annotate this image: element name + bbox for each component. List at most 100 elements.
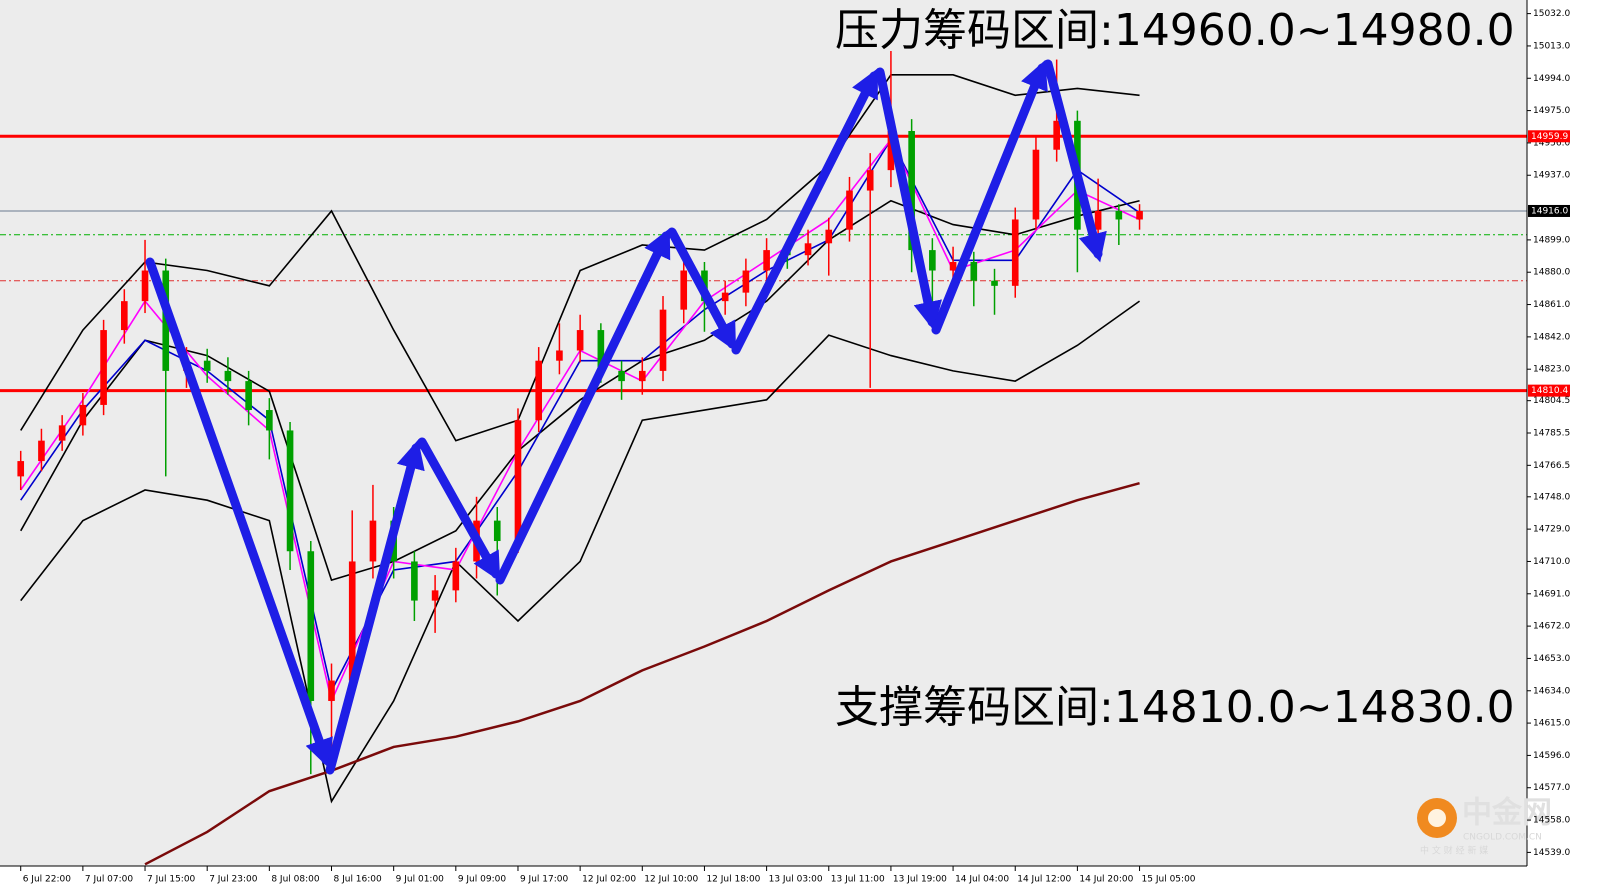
candle-body [680, 270, 688, 310]
x-tick-label: 8 Jul 08:00 [271, 875, 320, 885]
candle-body [514, 420, 522, 542]
candle-body [825, 229, 833, 244]
y-tick-label: 14710.0 [1533, 557, 1570, 567]
x-tick-label: 13 Jul 11:00 [831, 875, 885, 885]
candle-body [1115, 210, 1123, 220]
candle-body [970, 262, 978, 281]
candle-body [763, 250, 770, 271]
candle-body [535, 360, 543, 421]
indicator-line [144, 481, 1140, 866]
y-tick-label: 14937.0 [1533, 171, 1570, 181]
arrow [875, 67, 942, 331]
y-tick-label: 14823.0 [1533, 365, 1570, 375]
candle-body [804, 243, 812, 256]
x-tick-label: 14 Jul 12:00 [1017, 875, 1071, 885]
y-tick-label: 14899.0 [1533, 235, 1570, 245]
price-label-box [1528, 130, 1570, 143]
candle-body [1011, 219, 1019, 286]
price-label: 14810.4 [1531, 386, 1568, 396]
y-tick-label: 14691.0 [1533, 589, 1570, 599]
candle-body [1136, 210, 1143, 220]
candle-body [266, 410, 273, 431]
candle-body [846, 190, 853, 230]
plot-area [0, 0, 1527, 866]
price-label: 14916.0 [1531, 206, 1568, 216]
candle-body [58, 425, 66, 441]
logo-name: 中金网 [1462, 796, 1552, 831]
x-tick-label: 7 Jul 07:00 [85, 875, 134, 885]
candle-body [1053, 120, 1060, 150]
x-tick-label: 7 Jul 15:00 [147, 875, 196, 885]
arrow [417, 437, 501, 582]
y-tick-label: 14634.0 [1533, 686, 1570, 696]
candle-body [120, 301, 128, 331]
candle-body [328, 680, 335, 701]
candle-body [348, 561, 356, 681]
candle-body [1094, 210, 1102, 230]
x-tick-label: 12 Jul 18:00 [706, 875, 760, 885]
logo-slogan: 中 文 财 经 新 媒 [1420, 845, 1488, 857]
x-tick-label: 14 Jul 04:00 [955, 875, 1009, 885]
candle-body [929, 250, 936, 271]
y-tick-label: 14577.0 [1533, 783, 1570, 793]
candle-body [618, 370, 625, 382]
candle-body [162, 270, 170, 371]
candle-body [576, 330, 584, 351]
x-tick-label: 12 Jul 02:00 [582, 875, 636, 885]
x-tick-label: 6 Jul 22:00 [23, 875, 72, 885]
candle-body [431, 590, 439, 601]
y-tick-label: 14766.5 [1533, 461, 1570, 471]
x-tick-label: 12 Jul 10:00 [644, 875, 698, 885]
candle-body [452, 561, 460, 591]
x-tick-label: 8 Jul 16:00 [334, 875, 383, 885]
y-tick-label: 14785.5 [1533, 429, 1570, 439]
candle-body [17, 461, 25, 477]
x-tick-label: 9 Jul 17:00 [520, 875, 569, 885]
candle-body [100, 330, 107, 405]
candle-body [307, 551, 315, 701]
candle-body [369, 520, 377, 562]
x-tick-label: 13 Jul 19:00 [893, 875, 947, 885]
logo: 中金网 CNGOLD.COM.CN 中 文 财 经 新 媒 [1417, 796, 1552, 857]
y-tick-label: 14880.0 [1533, 268, 1570, 278]
x-tick-label: 15 Jul 05:00 [1142, 875, 1196, 885]
y-tick-label: 14596.0 [1533, 751, 1570, 761]
x-tick-label: 9 Jul 01:00 [396, 875, 445, 885]
candle-body [597, 330, 605, 371]
arrow [325, 439, 425, 775]
candle-body [866, 170, 874, 191]
candle-body [224, 370, 232, 382]
y-tick-label: 14842.0 [1533, 332, 1570, 342]
indicator-line [20, 74, 1140, 442]
y-tick-label: 14729.0 [1533, 525, 1570, 535]
candle-body [742, 270, 750, 293]
y-tick-label: 14994.0 [1533, 74, 1570, 84]
y-tick-label: 14748.0 [1533, 492, 1570, 502]
x-tick-label: 14 Jul 20:00 [1079, 875, 1133, 885]
y-tick-label: 14653.0 [1533, 654, 1570, 664]
candle-body [659, 309, 667, 371]
y-tick-label: 14539.0 [1533, 848, 1570, 858]
y-tick-label: 14804.5 [1533, 396, 1570, 406]
y-tick-label: 14615.0 [1533, 719, 1570, 729]
candle-body [493, 520, 501, 542]
candle-body [79, 404, 87, 426]
annotation: 压力筹码区间:14960.0~14980.0 [835, 5, 1515, 56]
candle-body [245, 381, 252, 411]
y-tick-label: 14975.0 [1533, 106, 1570, 116]
candle-body [721, 292, 729, 302]
candle-body [949, 262, 957, 271]
indicator-line [20, 300, 1141, 804]
price-label-box [1528, 204, 1570, 217]
y-tick-label: 15032.0 [1533, 9, 1570, 19]
arrows [145, 59, 1107, 775]
arrow [145, 257, 333, 769]
y-tick-label: 14861.0 [1533, 300, 1570, 310]
x-tick-label: 9 Jul 09:00 [458, 875, 507, 885]
candle-body [203, 360, 211, 371]
candle-body [638, 370, 646, 382]
candle-body [991, 280, 998, 286]
logo-icon [1428, 809, 1446, 827]
candle-body [908, 131, 915, 251]
